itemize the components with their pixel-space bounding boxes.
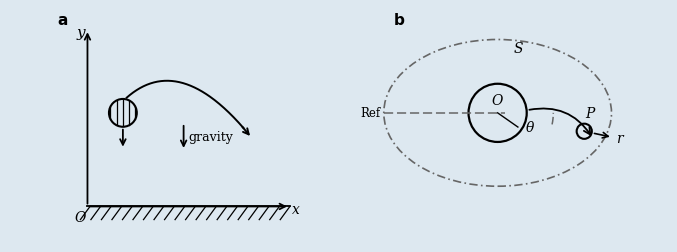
Text: O: O xyxy=(492,94,503,108)
Text: S: S xyxy=(513,42,523,56)
Circle shape xyxy=(109,100,137,127)
Text: gravity: gravity xyxy=(189,131,234,144)
Text: P: P xyxy=(586,107,595,121)
Text: O: O xyxy=(75,210,86,224)
Text: θ: θ xyxy=(525,120,534,134)
Text: x: x xyxy=(292,202,301,216)
Text: r: r xyxy=(617,132,623,145)
Text: y: y xyxy=(76,26,85,40)
FancyArrowPatch shape xyxy=(529,109,590,135)
Text: Ref: Ref xyxy=(360,107,380,120)
Text: b: b xyxy=(394,13,405,27)
Text: a: a xyxy=(57,13,68,27)
Circle shape xyxy=(577,124,592,139)
